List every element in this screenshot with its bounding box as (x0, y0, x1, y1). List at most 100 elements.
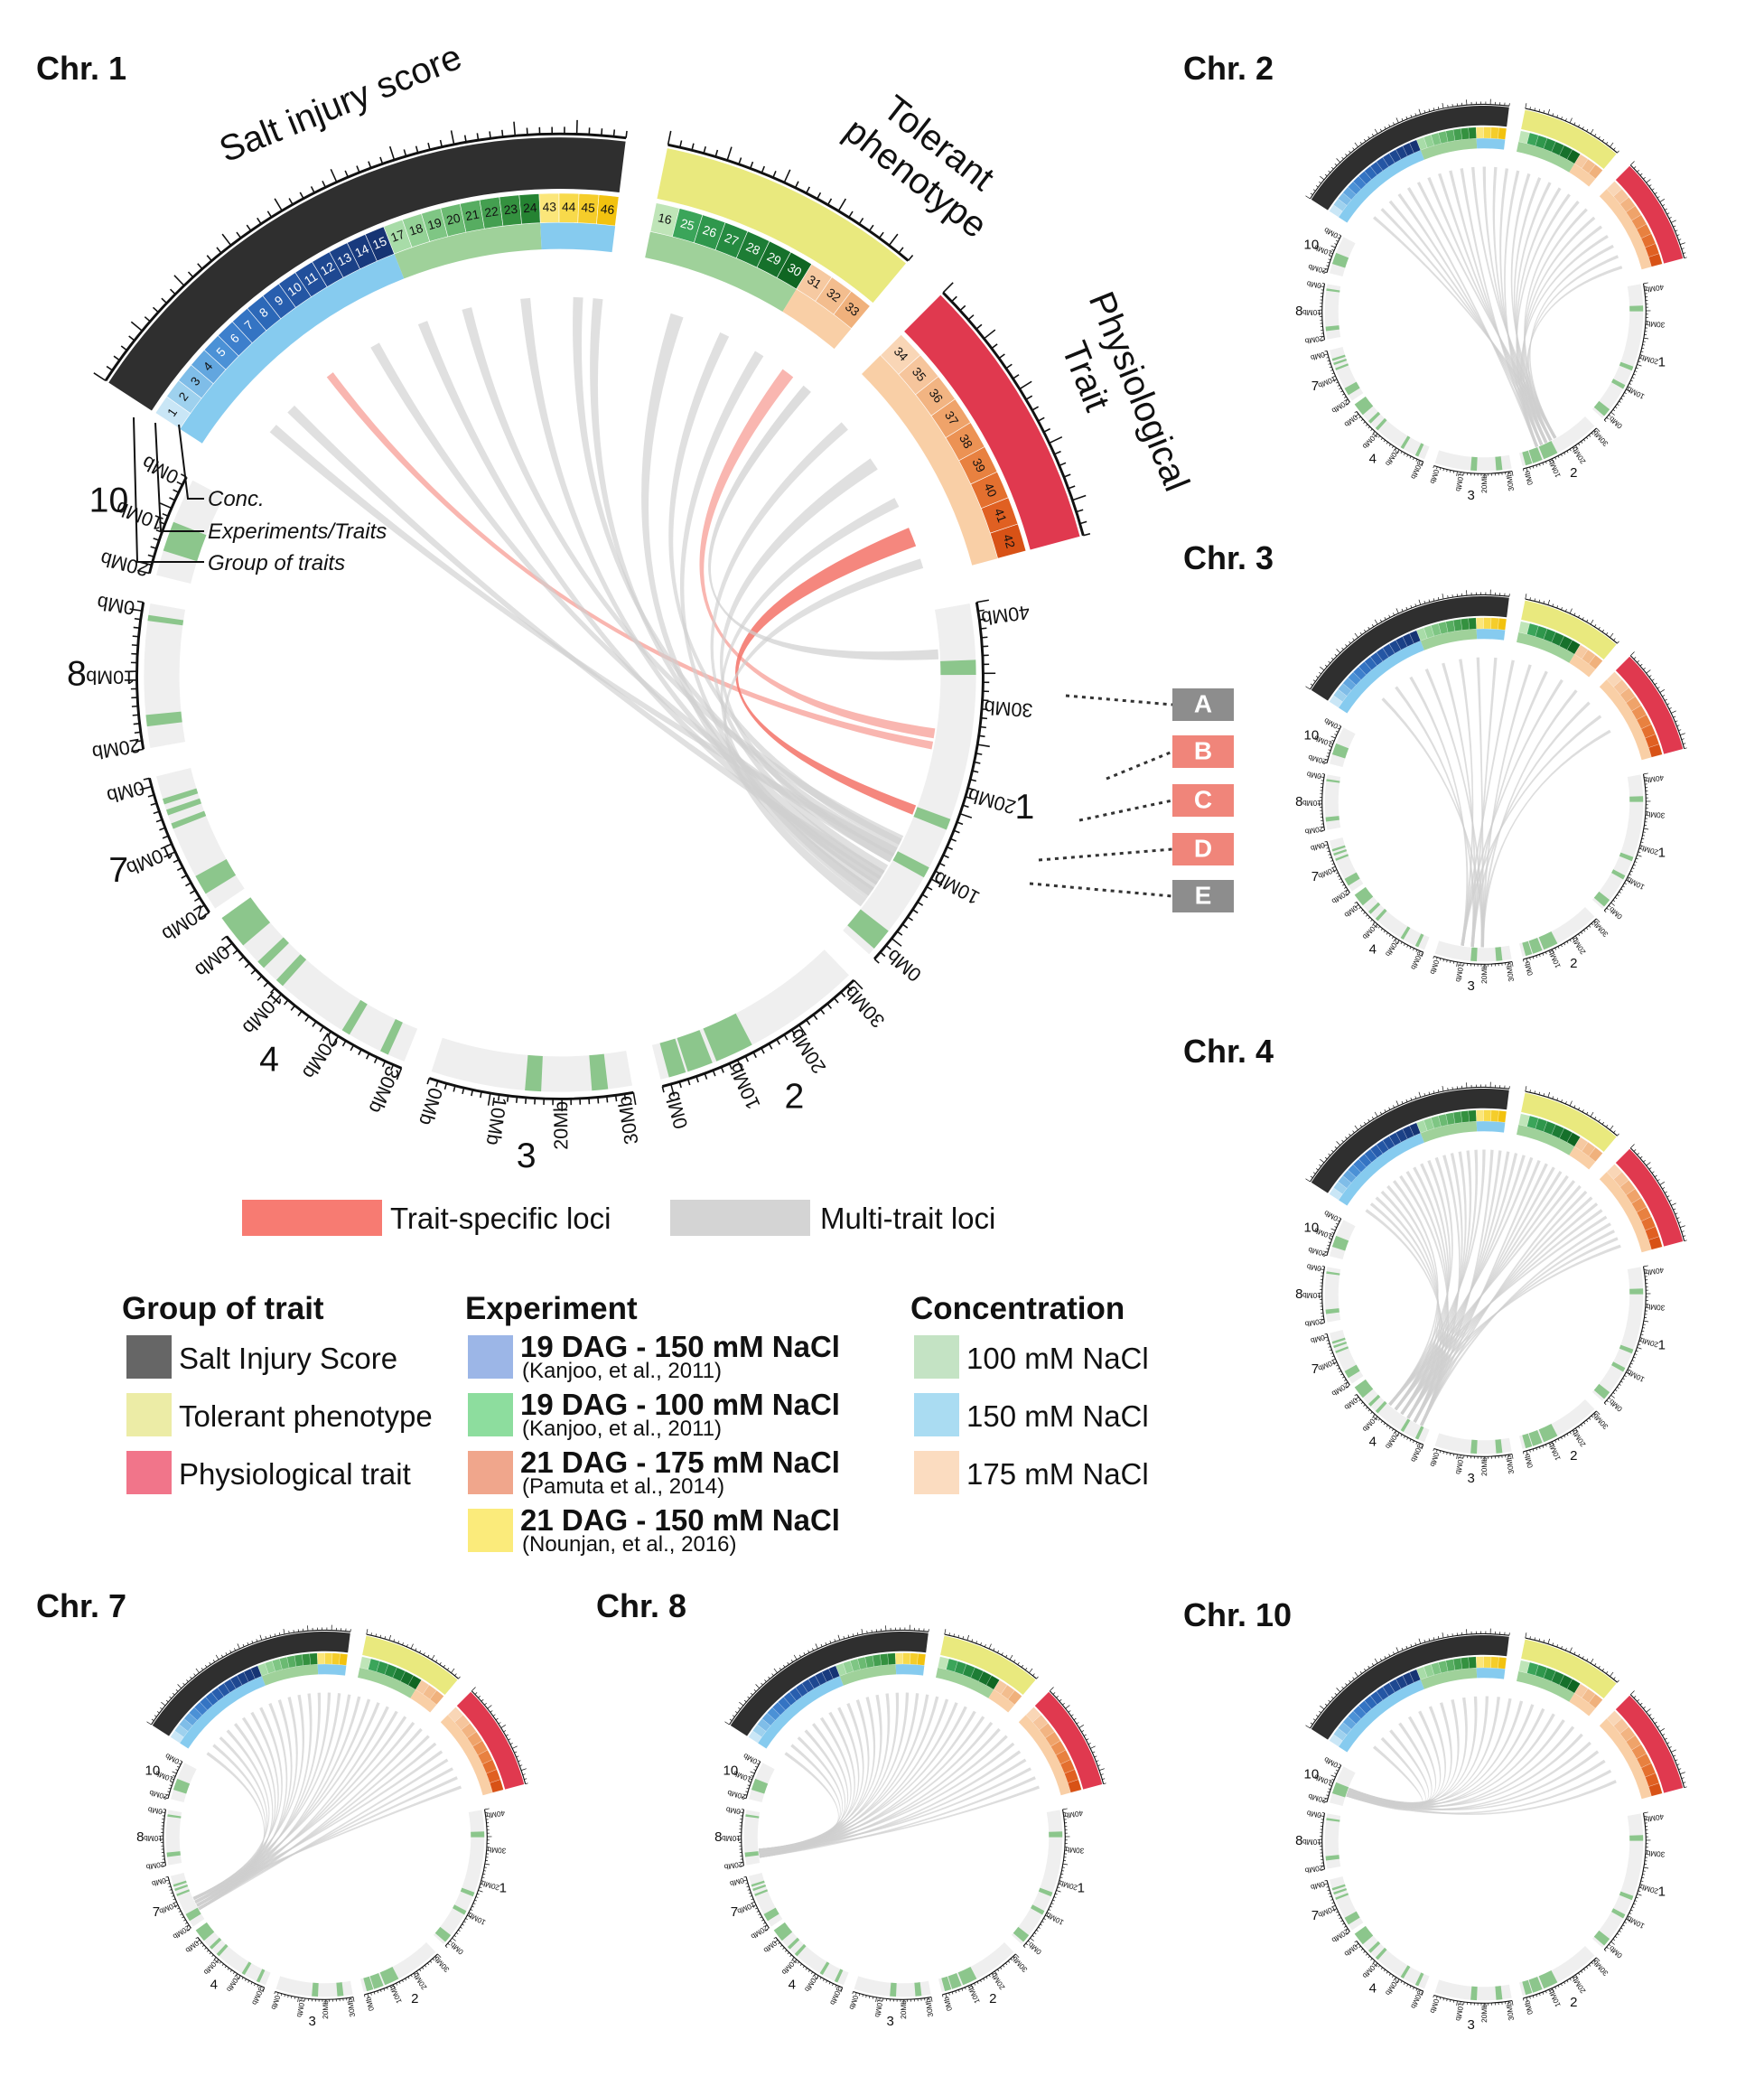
group-ring-salt-injury-tick (1410, 1644, 1413, 1648)
trait-num-31: 31 (805, 273, 824, 292)
chrom-2-tick (1591, 432, 1594, 435)
group-ring-tolerant-tick (1547, 108, 1551, 115)
chrom-1-tick (1036, 1929, 1039, 1932)
conc-segment-2 (540, 222, 616, 253)
group-ring-tolerant-tick (1547, 1638, 1551, 1644)
group-ring-tolerant-tick (1573, 122, 1576, 126)
group-ring-salt-injury-tick (144, 316, 151, 323)
chrom-1-tick (974, 761, 981, 764)
group-ring-physiological-tick (1052, 1692, 1056, 1695)
link-18 (194, 1698, 371, 1904)
chrom-2-tick (1596, 918, 1601, 922)
locus-connector-C (1078, 799, 1173, 822)
chrom-8-name: 8 (1295, 304, 1302, 319)
chrom-3-tick (506, 1095, 509, 1102)
chrom-4-qtl-2 (794, 1943, 807, 1957)
chrom-1-tick (965, 796, 972, 800)
group-ring-salt-injury-tick (1349, 150, 1351, 154)
chrom-1-tick (891, 938, 902, 947)
group-ring-salt-injury-tick (747, 1696, 751, 1699)
chrom-1-axis (1603, 773, 1647, 912)
group-ring-physiological-tick (1633, 1149, 1637, 1152)
chrom-1-tick (1642, 344, 1646, 346)
chrom-2-tick (1583, 930, 1586, 932)
chrom-7-tick-label: 20Mb (1330, 398, 1350, 415)
chrom-4-qtl-2 (275, 954, 307, 987)
trait-cell-24 (1468, 1656, 1477, 1669)
chrom-4-qtl-2 (216, 1943, 229, 1957)
group-ring-salt-injury (1311, 1088, 1509, 1193)
chrom-2-name: 2 (1570, 465, 1577, 481)
chrom-3-tick (435, 1080, 439, 1088)
chrom-10-tick (1325, 1251, 1329, 1253)
chrom-4-tick (1365, 424, 1368, 426)
trait-cell-24 (1468, 126, 1477, 139)
chrom-7-tick (1330, 1899, 1333, 1901)
chrom-7-tick (1329, 1895, 1332, 1898)
chrom-7-qtl-2 (1333, 1887, 1348, 1895)
chrom-3-name: 3 (1468, 1471, 1475, 1486)
group-ring-salt-injury-tick (388, 145, 396, 161)
trait-num-12: 12 (318, 259, 337, 278)
chrom-1-tick (444, 1945, 448, 1948)
group-ring-physiological-tick (1673, 225, 1676, 228)
chrom-2-qtl-1 (369, 1973, 384, 1989)
group-ring-salt-injury-tick (1395, 1100, 1399, 1107)
chrom-10-tick-label: 0Mb (138, 451, 182, 489)
group-ring-tolerant-tick (761, 165, 765, 173)
group-ring-tolerant (1521, 109, 1617, 170)
chrom-8-track (1324, 774, 1341, 830)
chrom-7-tick (1342, 1376, 1345, 1379)
chrom-7-tick (1332, 865, 1336, 868)
group-ring-salt-injury-tick (734, 1711, 738, 1714)
group-ring-physiological-tick (1651, 1171, 1655, 1174)
group-ring-tolerant-tick (1586, 1658, 1589, 1661)
chrom-1-track (1591, 284, 1644, 418)
chrom-2-tick (1557, 1438, 1560, 1441)
chrom-4-tick (1370, 919, 1373, 921)
trait-num-22: 22 (483, 204, 499, 220)
chrom-8-tick-label: 0Mb (147, 1805, 163, 1816)
group-ring-physiological-tick (1654, 682, 1657, 686)
group-ring-salt-injury-tick (1433, 108, 1435, 111)
chrom-7-tick (751, 1898, 754, 1901)
conc-segment-1 (1420, 138, 1478, 160)
chrom-10-tick (1326, 265, 1330, 267)
chrom-4-tick-label: 10Mb (1360, 921, 1379, 941)
chrom-1-tick (1619, 891, 1621, 893)
chrom-2-tick (994, 1970, 998, 1976)
group-ring-salt-injury-tick (753, 1689, 757, 1692)
group-ring-salt-injury-tick (1319, 1710, 1321, 1714)
chrom-1-tick (453, 1935, 457, 1938)
trait-num-28: 28 (744, 239, 762, 257)
chrom-4-tick (214, 1957, 217, 1960)
chrom-2-tick (432, 1958, 435, 1961)
chrom-1-tick (1637, 1894, 1642, 1896)
chrom-4-tick (1413, 948, 1414, 951)
chrom-10-tick (744, 1794, 748, 1796)
chrom-4-tick (304, 1015, 310, 1023)
chrom-2-tick (1545, 951, 1547, 955)
chrom-1-name: 1 (1658, 1337, 1666, 1352)
group-ring-tolerant-tick (888, 233, 899, 247)
group-ring-physiological-tick (998, 353, 1005, 360)
chrom-7-axis (148, 777, 210, 913)
group-ring-salt-injury-tick (156, 1711, 160, 1714)
chrom-8-tick (136, 600, 144, 603)
chrom-1-tick (1624, 1375, 1627, 1377)
link-28 (198, 1758, 449, 1911)
chrom-7-tick-label: 0Mb (105, 776, 147, 808)
group-ring-salt-injury-tick (1328, 170, 1331, 173)
trait-cell-42 (1648, 1236, 1663, 1250)
chrom-1-tick (1040, 1923, 1042, 1926)
group-ring-physiological-tick (1662, 1187, 1666, 1190)
trait-cell-46 (1498, 618, 1507, 631)
chrom-1-qtl-2 (453, 1904, 467, 1915)
group-ring-tolerant-axis (1525, 1637, 1618, 1683)
chrom-1-tick (962, 804, 969, 809)
chrom-2-tick (1581, 1424, 1583, 1427)
chrom-1-tick (1606, 1399, 1609, 1403)
chrom-1-tick (1620, 398, 1623, 400)
chrom-2-tick (1532, 1448, 1535, 1452)
chrom-2-tick (1557, 1985, 1560, 1988)
